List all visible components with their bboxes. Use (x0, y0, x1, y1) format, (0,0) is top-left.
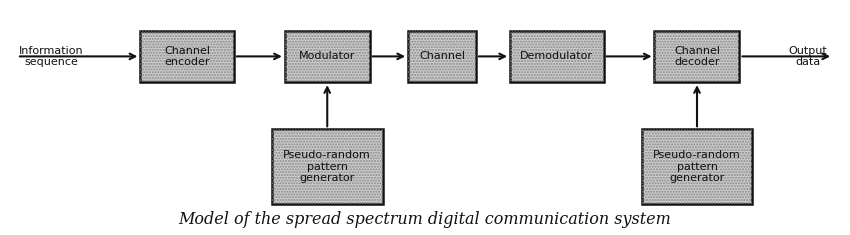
Text: Model of the spread spectrum digital communication system: Model of the spread spectrum digital com… (178, 211, 672, 228)
Bar (285, 31, 370, 82)
Bar (654, 31, 740, 82)
Text: Pseudo-random
pattern
generator: Pseudo-random pattern generator (653, 150, 741, 184)
Bar (408, 31, 476, 82)
Text: Channel
encoder: Channel encoder (164, 46, 210, 67)
Bar (642, 129, 752, 204)
Text: Pseudo-random
pattern
generator: Pseudo-random pattern generator (283, 150, 371, 184)
Text: Channel: Channel (419, 51, 465, 61)
Text: Information
sequence: Information sequence (19, 46, 83, 67)
Bar (272, 129, 382, 204)
Bar (140, 31, 234, 82)
Bar (285, 31, 370, 82)
Bar (272, 129, 382, 204)
Bar (140, 31, 234, 82)
Bar (510, 31, 604, 82)
Text: Channel
decoder: Channel decoder (674, 46, 720, 67)
Bar (408, 31, 476, 82)
Text: Output
data: Output data (788, 46, 827, 67)
Bar (510, 31, 604, 82)
Bar (642, 129, 752, 204)
Text: Modulator: Modulator (299, 51, 355, 61)
Bar (654, 31, 740, 82)
Text: Demodulator: Demodulator (520, 51, 593, 61)
